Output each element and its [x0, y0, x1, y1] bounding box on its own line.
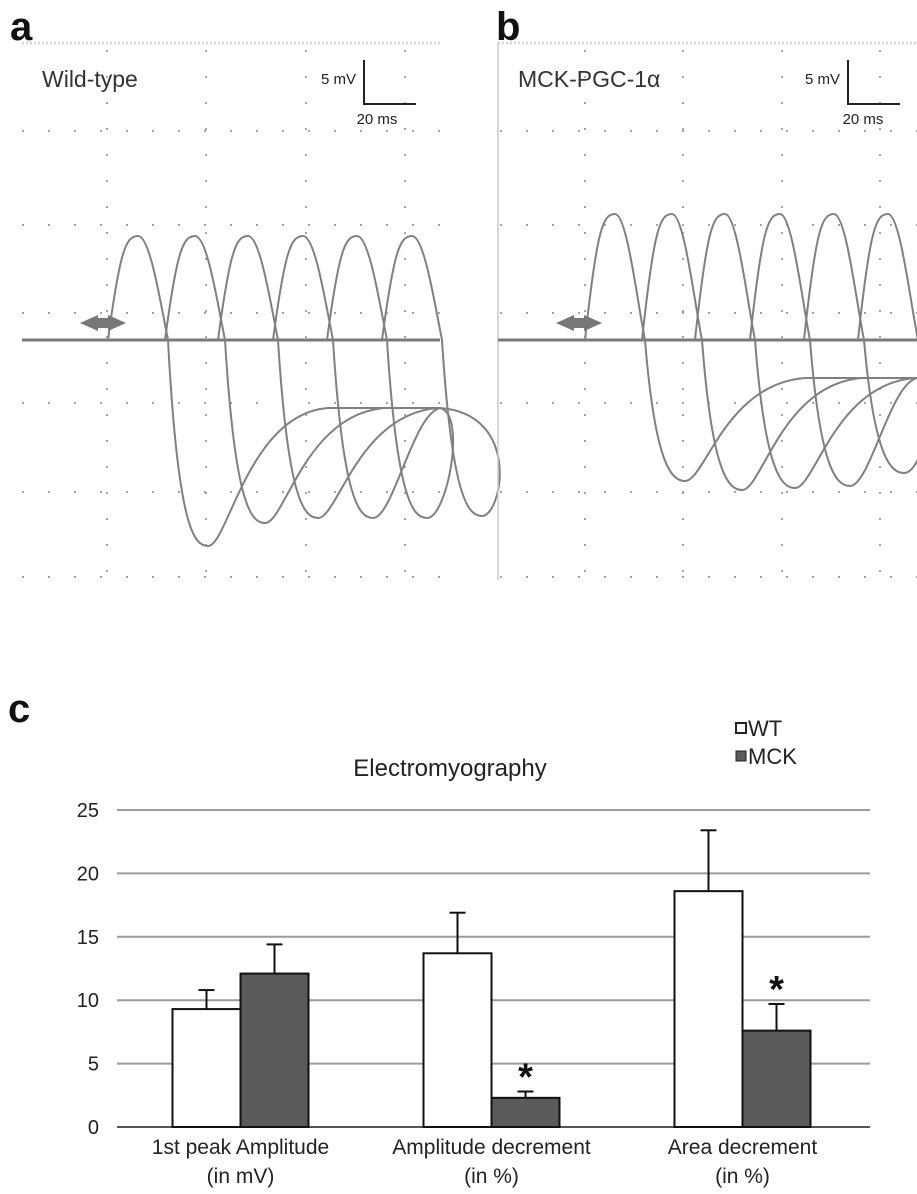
- bar-mck-2: [490, 1096, 561, 1129]
- x-category-label: Area decrement: [668, 1136, 818, 1159]
- panel-b-grid: [500, 50, 917, 580]
- panel-b-label: MCK-PGC-1α: [518, 66, 660, 92]
- panel-a-scale-time: 20 ms: [357, 111, 398, 128]
- panel-b-traces: [584, 212, 917, 492]
- x-category-label: Amplitude decrement: [392, 1136, 591, 1159]
- bar-wt-2: [422, 952, 493, 1128]
- panel-a-scale-bar: 5 mV 20 ms: [321, 60, 416, 128]
- panel-b-stim-arrow-icon: [556, 315, 602, 331]
- bar-mck-1: [239, 972, 310, 1129]
- panel-a-label: Wild-type: [42, 66, 138, 92]
- panel-b-letter: b: [496, 5, 520, 49]
- x-axis-categories: 1st peak Amplitude (in mV) Amplitude decre…: [152, 1136, 818, 1188]
- panel-b-scale-voltage: 5 mV: [805, 71, 840, 88]
- panel-b-trace-2: [641, 212, 917, 492]
- panel-a-trace-6: [381, 234, 501, 518]
- panel-b-trace-3: [694, 212, 917, 490]
- panel-a-trace-2: [164, 234, 440, 525]
- y-tick-label: 10: [77, 990, 99, 1012]
- bar-mck-3: [741, 1029, 812, 1128]
- panel-a-trace-5: [326, 234, 454, 520]
- panel-b-trace-5: [803, 212, 917, 475]
- legend-label-wt: WT: [748, 716, 782, 741]
- y-tick-label: 0: [88, 1117, 99, 1139]
- panel-b-trace-6: [857, 212, 917, 380]
- y-tick-label: 20: [77, 863, 99, 885]
- significance-marker: *: [769, 969, 784, 1011]
- x-category-label: (in mV): [207, 1165, 275, 1188]
- panel-b-scale-time: 20 ms: [843, 111, 884, 128]
- significance-marker: *: [518, 1056, 533, 1098]
- panel-a-stim-arrow-icon: [80, 315, 126, 331]
- panel-b-scale-bar: 5 mV 20 ms: [805, 60, 900, 128]
- bar-wt-3: [673, 890, 744, 1128]
- x-category-label: (in %): [464, 1165, 519, 1188]
- y-tick-label: 15: [77, 927, 99, 949]
- panel-a-trace-4: [272, 234, 441, 520]
- legend-label-mck: MCK: [748, 744, 797, 769]
- x-category-label: 1st peak Amplitude: [152, 1136, 329, 1159]
- y-tick-label: 5: [88, 1054, 99, 1076]
- panel-b-trace-4: [749, 212, 917, 488]
- panel-c-letter: c: [8, 687, 30, 731]
- panel-b-trace-1: [584, 212, 917, 483]
- chart-bars: **: [171, 829, 812, 1129]
- panel-a-trace-plot: Wild-type 5 mV 20 ms: [22, 41, 501, 580]
- panel-a-traces: [107, 234, 501, 548]
- panel-a-grid: [22, 50, 440, 580]
- legend-swatch-wt: [735, 722, 747, 734]
- panel-a-trace-3: [217, 234, 440, 520]
- legend-swatch-mck: [735, 750, 747, 762]
- legend: WT MCK: [735, 716, 797, 769]
- y-tick-label: 25: [77, 800, 99, 822]
- x-category-label: (in %): [715, 1165, 770, 1188]
- bar-wt-1: [171, 1008, 242, 1128]
- panel-b-trace-plot: MCK-PGC-1α 5 mV 20 ms: [497, 41, 917, 580]
- panel-a-scale-voltage: 5 mV: [321, 71, 356, 88]
- panel-a-letter: a: [10, 5, 33, 49]
- chart-title: Electromyography: [353, 755, 546, 782]
- y-axis-ticks: 0 5 10 15 20 25: [77, 800, 99, 1139]
